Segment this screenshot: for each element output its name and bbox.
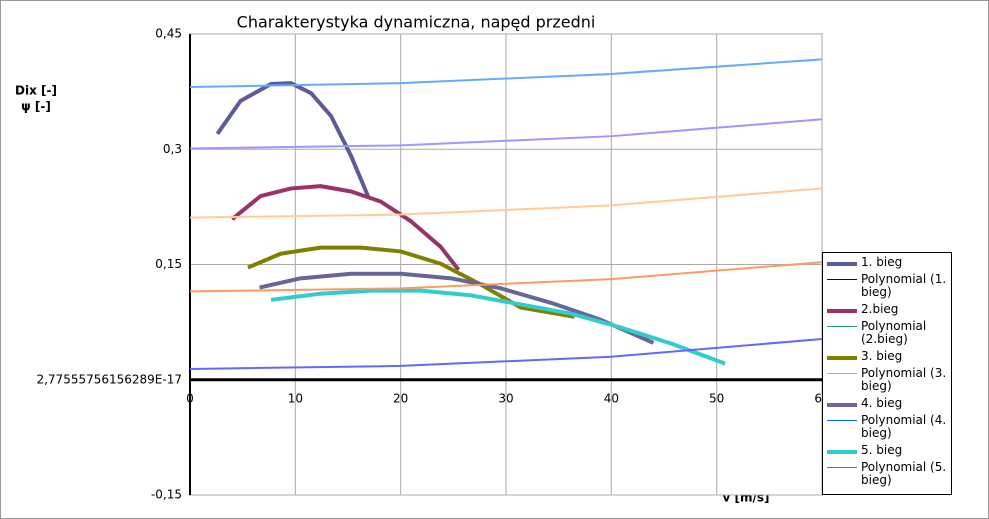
series-line: [247, 245, 575, 319]
series-line: [189, 118, 823, 150]
legend-swatch: [827, 403, 857, 407]
legend-entry: 3. bieg: [823, 350, 951, 363]
legend-entry: Polynomial (3. bieg): [823, 367, 951, 393]
series-line: [189, 338, 823, 370]
legend: 1. bieg Polynomial (1. bieg) 2.bieg Polynom…: [822, 252, 952, 495]
y-axis-label: ψ [-]: [21, 100, 51, 114]
y-tick-label: 0,3: [163, 142, 182, 156]
legend-swatch: [827, 326, 857, 327]
legend-swatch: [827, 450, 857, 454]
legend-label: Polynomial (1. bieg): [861, 272, 947, 299]
legend-swatch: [827, 420, 857, 421]
legend-label: Polynomial (4. bieg): [861, 413, 947, 440]
legend-swatch: [827, 262, 857, 266]
legend-swatch: [827, 309, 857, 313]
legend-swatch: [827, 279, 857, 280]
legend-label: Polynomial (2.bieg): [861, 319, 927, 346]
series-line: [189, 261, 823, 293]
legend-entry: Polynomial (2.bieg): [823, 320, 951, 346]
series-line: [189, 187, 823, 219]
legend-entry: Polynomial (1. bieg): [823, 273, 951, 299]
legend-entry: Polynomial (5. bieg): [823, 461, 951, 487]
legend-swatch: [827, 373, 857, 374]
series-line: [270, 288, 726, 366]
chart-title: Charakterystyka dynamiczna, napęd przedn…: [237, 13, 596, 32]
legend-entry: 2.bieg: [823, 303, 951, 316]
y-tick-label: -0,15: [151, 488, 182, 502]
y-tick-label: 2,77555756156289E-17: [36, 372, 182, 386]
legend-entry: Polynomial (4. bieg): [823, 414, 951, 440]
y-tick-label: 0,45: [155, 27, 182, 41]
legend-label: 2.bieg: [861, 302, 899, 316]
legend-swatch: [827, 467, 857, 468]
y-tick-label: 0,15: [155, 257, 182, 271]
legend-swatch: [827, 356, 857, 360]
legend-entry: 5. bieg: [823, 444, 951, 457]
legend-label: 3. bieg: [861, 349, 903, 363]
legend-label: Polynomial (5. bieg): [861, 460, 947, 487]
series-line: [215, 81, 370, 197]
legend-label: 1. bieg: [861, 255, 903, 269]
legend-label: 4. bieg: [861, 396, 903, 410]
legend-entry: 1. bieg: [823, 256, 951, 269]
legend-entry: 4. bieg: [823, 397, 951, 410]
y-axis-label: Dix [-]: [15, 84, 57, 98]
series-line: [259, 271, 655, 345]
series-line: [189, 58, 823, 89]
legend-label: 5. bieg: [861, 443, 903, 457]
legend-label: Polynomial (3. bieg): [861, 366, 947, 393]
series-line: [230, 184, 461, 272]
